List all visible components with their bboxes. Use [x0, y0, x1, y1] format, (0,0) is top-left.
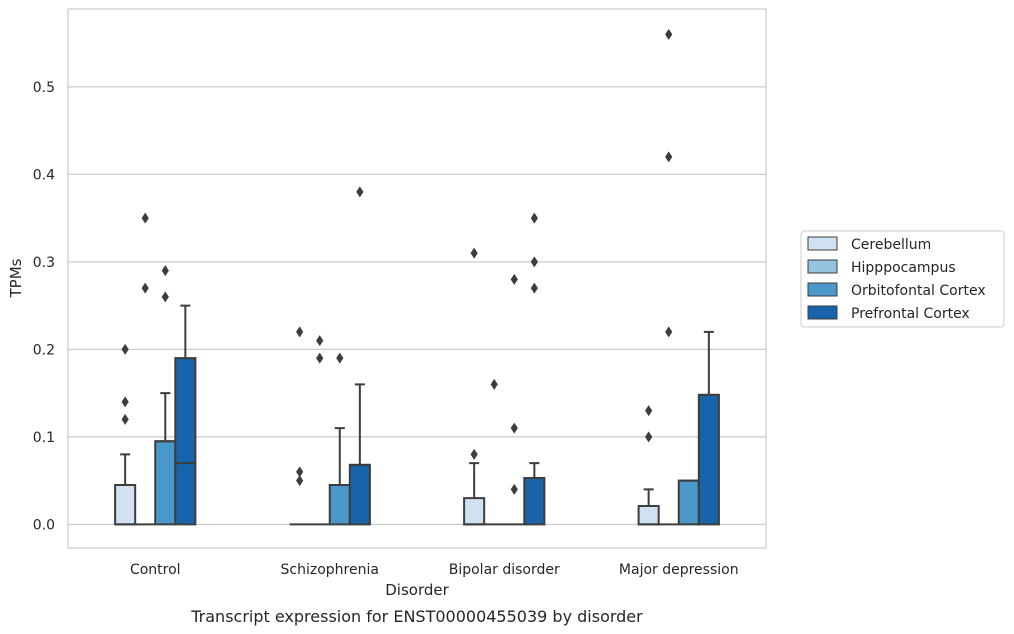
series-cerebellum	[114, 247, 660, 526]
outlier-point	[121, 396, 129, 408]
outlier-point	[665, 326, 673, 338]
outlier-point	[490, 378, 498, 390]
y-tick-label: 0.3	[33, 255, 55, 271]
plot-area-frame	[67, 8, 767, 549]
x-tick-label: Schizophrenia	[281, 562, 379, 578]
outlier-point	[161, 291, 169, 303]
outlier-point	[296, 466, 304, 478]
box	[135, 212, 156, 526]
x-tick-label: Bipolar disorder	[449, 562, 560, 578]
outlier-point	[161, 265, 169, 277]
box-series	[114, 28, 720, 526]
outlier-point	[316, 335, 324, 347]
box	[309, 335, 330, 526]
y-tick-label: 0.0	[33, 517, 55, 533]
legend-item: Hipppocampus	[807, 259, 956, 276]
box-body	[463, 497, 486, 526]
box-body	[114, 484, 137, 526]
box-body	[523, 477, 546, 526]
outlier-point	[141, 212, 149, 224]
x-axis-title: Disorder	[385, 581, 449, 599]
box-body	[174, 357, 197, 526]
box	[114, 343, 137, 526]
box-body	[677, 479, 700, 526]
legend-swatch	[807, 236, 838, 251]
y-tick-label: 0.2	[33, 342, 55, 358]
outlier-point	[296, 326, 304, 338]
outlier-point	[530, 282, 538, 294]
legend-frame	[800, 230, 1005, 328]
x-axis-ticks: Control Schizophrenia Bipolar disorder Majo…	[130, 562, 739, 578]
outlier-point	[510, 483, 518, 495]
outlier-point	[296, 475, 304, 487]
box	[637, 405, 660, 526]
box	[677, 479, 700, 526]
box-body	[697, 393, 720, 526]
outlier-point	[645, 431, 653, 443]
box	[328, 352, 351, 526]
box	[154, 265, 177, 526]
outlier-point	[530, 256, 538, 268]
legend-item: Orbitofontal Cortex	[807, 282, 986, 299]
legend-label: Hipppocampus	[851, 260, 956, 276]
outlier-point	[121, 343, 129, 355]
outlier-point	[141, 282, 149, 294]
box-body	[154, 440, 177, 526]
box	[348, 186, 371, 526]
legend-label: Cerebellum	[851, 237, 931, 253]
outlier-point	[121, 413, 129, 425]
box	[697, 330, 720, 526]
x-tick-label: Major depression	[619, 562, 739, 578]
legend-item: Prefrontal Cortex	[807, 305, 970, 322]
box	[463, 247, 486, 526]
legend-swatch	[807, 259, 838, 274]
legend-swatch	[807, 282, 838, 297]
outlier-point	[530, 212, 538, 224]
outlier-point	[510, 273, 518, 285]
series-prefrontal-cortex	[174, 186, 720, 526]
legend-swatch	[807, 305, 838, 320]
outlier-point	[645, 405, 653, 417]
series-hipppocampus	[135, 28, 679, 526]
y-tick-label: 0.4	[33, 167, 55, 183]
outlier-point	[665, 151, 673, 163]
box	[523, 212, 546, 526]
box	[289, 326, 310, 526]
legend-label: Orbitofontal Cortex	[851, 283, 986, 299]
outlier-point	[336, 352, 344, 364]
box	[484, 378, 505, 526]
figure-caption: Transcript expression for ENST0000045503…	[190, 607, 643, 626]
box-body	[348, 463, 371, 526]
outlier-point	[470, 448, 478, 460]
outlier-point	[665, 28, 673, 40]
y-axis-title: TPMs	[7, 258, 25, 298]
outlier-point	[510, 422, 518, 434]
legend: Cerebellum Hipppocampus Orbitofontal Corte…	[800, 230, 1005, 328]
y-axis-ticks: 0.0 0.1 0.2 0.3 0.4 0.5	[33, 80, 55, 534]
outlier-point	[470, 247, 478, 259]
box-body	[637, 505, 660, 526]
outlier-point	[356, 186, 364, 198]
legend-label: Prefrontal Cortex	[851, 306, 970, 322]
x-tick-label: Control	[130, 562, 181, 578]
box	[504, 273, 525, 526]
outlier-point	[316, 352, 324, 364]
series-orbitofontal-cortex	[154, 265, 700, 526]
box	[174, 304, 197, 526]
box	[658, 28, 679, 526]
y-tick-label: 0.1	[33, 430, 55, 446]
y-tick-label: 0.5	[33, 80, 55, 96]
legend-item: Cerebellum	[807, 236, 931, 253]
box-body	[328, 484, 351, 526]
